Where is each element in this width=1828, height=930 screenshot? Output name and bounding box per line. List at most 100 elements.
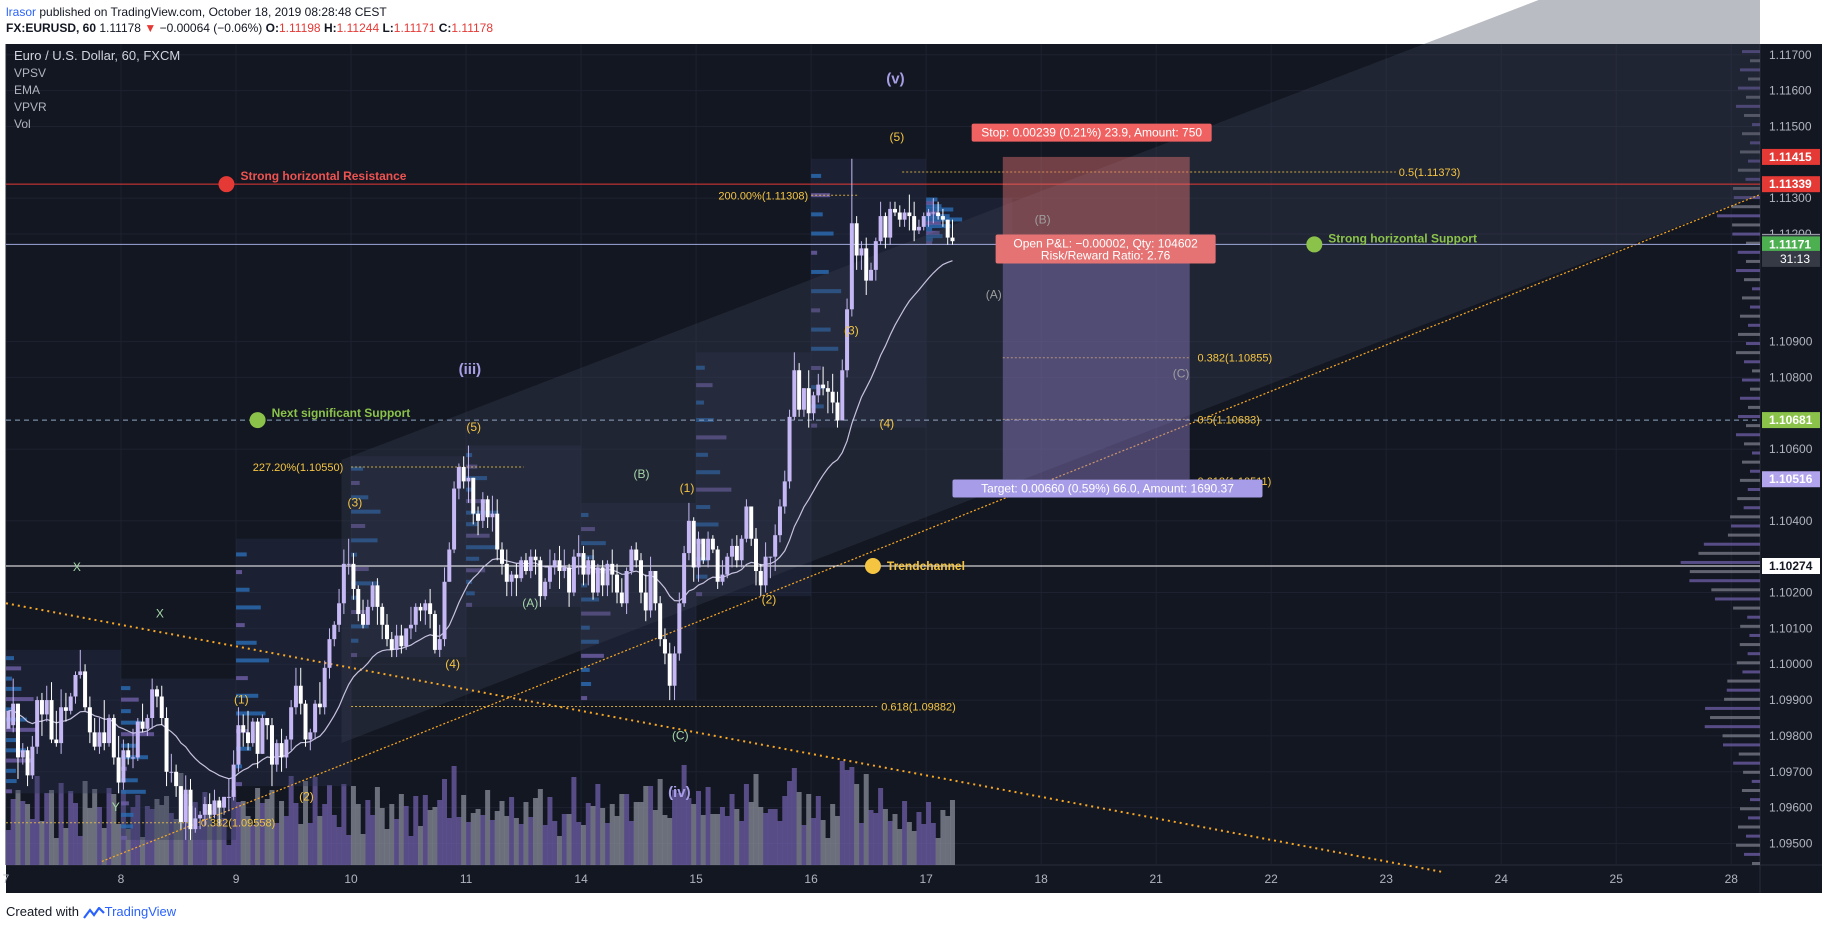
vpvr-bar bbox=[1738, 752, 1760, 756]
volume-bar bbox=[777, 821, 783, 865]
vpvr-bar bbox=[1745, 177, 1760, 181]
volume-bar bbox=[322, 804, 328, 865]
volume-bar bbox=[394, 819, 400, 865]
fib-level-label: 0.382(1.09558) bbox=[201, 818, 276, 830]
vpvr-bar bbox=[1748, 405, 1760, 409]
wave-label: (v) bbox=[886, 70, 904, 87]
vpvr-bar bbox=[1746, 834, 1760, 838]
candle-body bbox=[821, 384, 826, 389]
candle-body bbox=[720, 574, 725, 582]
candle-body bbox=[571, 556, 576, 593]
candle-body bbox=[830, 391, 835, 403]
volume-profile-bar bbox=[121, 709, 131, 714]
volume-profile-bar bbox=[351, 581, 379, 586]
volume-bar bbox=[748, 802, 754, 865]
vpvr-bar bbox=[1731, 524, 1760, 528]
candle-body bbox=[20, 750, 25, 758]
candle-body bbox=[638, 560, 643, 593]
volume-bar bbox=[293, 803, 299, 865]
candle-body bbox=[840, 370, 845, 421]
wave-label: X bbox=[73, 560, 81, 574]
volume-bar bbox=[485, 790, 491, 865]
volume-bar bbox=[10, 799, 16, 865]
candle-body bbox=[854, 223, 859, 256]
volume-bar bbox=[619, 794, 625, 865]
candle-body bbox=[504, 563, 509, 582]
volume-bar bbox=[825, 838, 831, 865]
target-label-text: Target: 0.00660 (0.59%) 66.0, Amount: 16… bbox=[981, 482, 1234, 496]
volume-bar bbox=[513, 818, 519, 865]
volume-profile-bar bbox=[236, 676, 248, 681]
volume-profile-bar bbox=[121, 686, 131, 691]
legend-title: Euro / U.S. Dollar, 60, FXCM bbox=[14, 48, 180, 63]
volume-bar bbox=[341, 784, 347, 865]
vpvr-bar bbox=[1680, 560, 1760, 564]
y-tick-label: 1.10600 bbox=[1769, 442, 1813, 456]
volume-bar bbox=[892, 814, 898, 865]
candle-body bbox=[825, 388, 830, 392]
vpvr-bar bbox=[1705, 706, 1760, 710]
volume-profile-bar bbox=[236, 552, 247, 557]
candle-body bbox=[940, 216, 945, 220]
legend-item: VPVR bbox=[14, 100, 47, 114]
candle-body bbox=[706, 538, 711, 561]
vpvr-bar bbox=[1744, 113, 1760, 117]
volume-bar bbox=[34, 776, 40, 865]
volume-bar bbox=[705, 787, 711, 865]
volume-bar bbox=[307, 823, 313, 865]
wave-label: (B) bbox=[1035, 212, 1051, 226]
y-tick-label: 1.10900 bbox=[1769, 335, 1813, 349]
candle-body bbox=[289, 707, 294, 740]
volume-bar bbox=[858, 823, 864, 865]
volume-bar bbox=[331, 815, 337, 865]
candle-body bbox=[241, 725, 246, 733]
volume-profile-bar bbox=[121, 812, 134, 817]
volume-bar bbox=[384, 829, 390, 865]
candle-body bbox=[255, 721, 260, 754]
volume-profile-bar bbox=[811, 404, 824, 409]
volume-bar bbox=[504, 816, 510, 865]
symbol-label[interactable]: FX:EURUSD, 60 bbox=[6, 21, 97, 35]
volume-bar bbox=[216, 803, 222, 865]
volume-bar bbox=[235, 802, 241, 865]
vpvr-bar bbox=[1743, 506, 1760, 510]
open-label: O: bbox=[265, 21, 279, 35]
y-tick-label: 1.09500 bbox=[1769, 836, 1813, 850]
vpvr-bar bbox=[1740, 314, 1760, 318]
level-label: Next significant Support bbox=[272, 406, 411, 420]
volume-bar bbox=[374, 787, 380, 865]
author-link[interactable]: lrasor bbox=[6, 5, 37, 19]
candle-body bbox=[332, 624, 337, 640]
price-mark-label: 1.11415 bbox=[1769, 150, 1812, 164]
volume-profile-bar bbox=[811, 327, 831, 332]
vpvr-bar bbox=[1724, 697, 1760, 701]
target-label-box bbox=[952, 479, 1263, 498]
wave-label: (4) bbox=[445, 657, 460, 671]
x-tick-label: 23 bbox=[1380, 872, 1394, 886]
chart-header: lrasor published on TradingView.com, Oct… bbox=[6, 4, 1806, 38]
candle-body bbox=[59, 707, 64, 744]
x-tick-label: 11 bbox=[460, 872, 473, 886]
volume-profile-bar bbox=[466, 579, 473, 584]
candle-body bbox=[389, 639, 394, 650]
volume-profile-bar bbox=[811, 289, 842, 294]
tradingview-link[interactable]: TradingView bbox=[104, 904, 177, 919]
volume-profile-bar bbox=[466, 591, 475, 596]
candle-body bbox=[849, 223, 854, 310]
y-tick-label: 1.09800 bbox=[1769, 729, 1813, 743]
volume-bar bbox=[125, 829, 131, 865]
candle-body bbox=[523, 560, 528, 572]
volume-bar bbox=[595, 784, 601, 865]
y-tick-label: 1.11500 bbox=[1769, 119, 1812, 133]
candle-body bbox=[164, 718, 169, 772]
volume-profile-bar bbox=[236, 764, 243, 769]
candle-body bbox=[78, 671, 83, 675]
candle-body bbox=[682, 553, 687, 604]
candle-body bbox=[452, 488, 457, 550]
candle-body bbox=[883, 216, 888, 238]
vpvr-bar bbox=[1740, 68, 1760, 72]
volume-profile-bar bbox=[121, 801, 129, 806]
volume-bar bbox=[144, 806, 150, 865]
candle-body bbox=[265, 718, 270, 726]
price-chart[interactable]: 1.117001.116001.115001.113001.112001.109… bbox=[0, 0, 1828, 900]
